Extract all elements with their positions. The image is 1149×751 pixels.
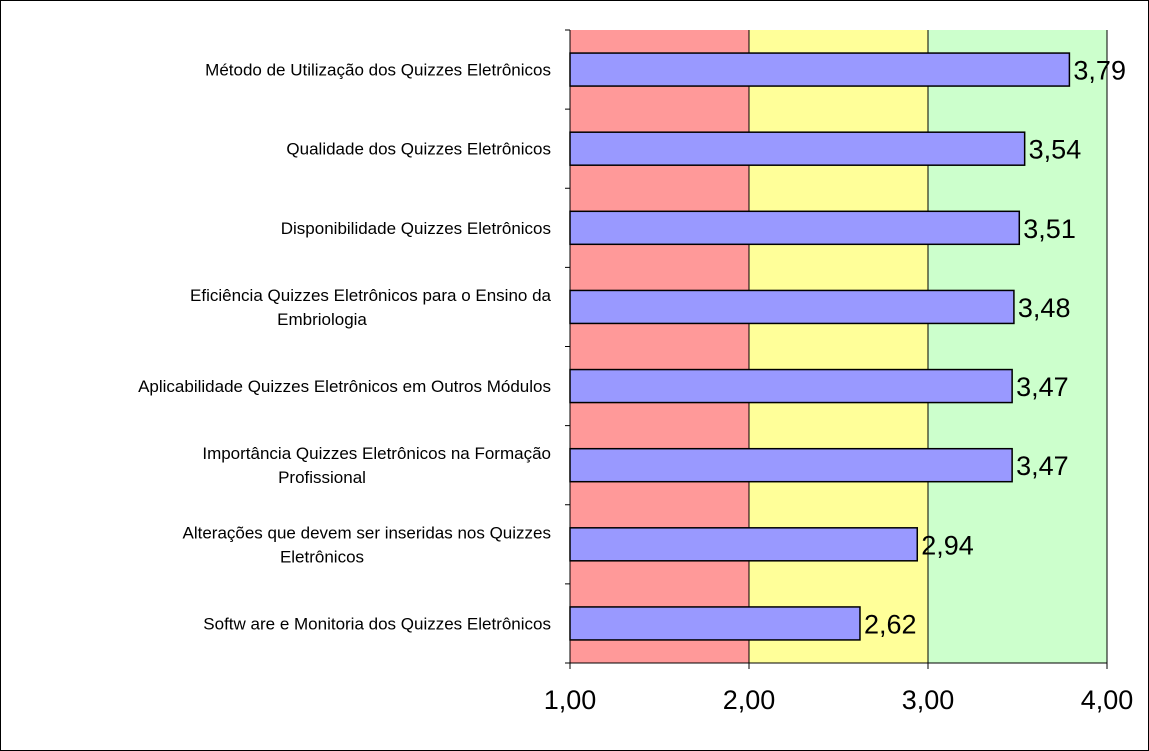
- background-bands: [570, 30, 1108, 663]
- bar-4: [569, 289, 1015, 325]
- category-label-7-line-1: Alterações que devem ser inseridas nos Q…: [182, 523, 551, 542]
- background-band-2: [749, 30, 928, 663]
- bar-2: [569, 131, 1026, 166]
- bar-5: [569, 368, 1013, 404]
- category-label-4-line-2: Embriologia: [277, 310, 367, 329]
- background-band-3: [928, 30, 1107, 663]
- x-tick-label-2: 2,00: [723, 685, 776, 715]
- category-label-4-line-1: Eficiência Quizzes Eletrônicos para o En…: [190, 286, 552, 305]
- value-label-6: 3,47: [1016, 451, 1069, 481]
- axes: 1,00 2,00 3,00 4,00: [544, 29, 1134, 715]
- x-tick-label-3: 3,00: [902, 685, 955, 715]
- value-label-2: 3,54: [1029, 135, 1082, 165]
- bar-6: [569, 447, 1013, 483]
- bar-8: [569, 606, 861, 641]
- x-tick-label-1: 1,00: [544, 685, 597, 715]
- category-label-7-line-2: Eletrônicos: [280, 547, 364, 566]
- category-label-2-line-1: Qualidade dos Quizzes Eletrônicos: [286, 140, 551, 159]
- value-label-1: 3,79: [1073, 56, 1126, 86]
- category-label-6-line-2: Profissional: [278, 468, 366, 487]
- category-label-3-line-1: Disponibilidade Quizzes Eletrônicos: [281, 219, 551, 238]
- value-label-7: 2,94: [921, 530, 974, 560]
- bar-7: [569, 527, 919, 562]
- value-label-8: 2,62: [864, 609, 917, 639]
- x-tick-label-4: 4,00: [1081, 685, 1134, 715]
- background-band-1: [570, 30, 749, 663]
- category-label-5-line-1: Aplicabilidade Quizzes Eletrônicos em Ou…: [138, 377, 551, 396]
- value-label-4: 3,48: [1018, 293, 1071, 323]
- labels: 3,79 Método de Utilização dos Quizzes Ele…: [138, 56, 1126, 640]
- value-label-5: 3,47: [1016, 372, 1069, 402]
- bar-3: [569, 210, 1021, 246]
- category-label-8-line-1: Softw are e Monitoria dos Quizzes Eletrô…: [203, 614, 551, 633]
- bars: [569, 52, 1071, 641]
- category-label-6-line-1: Importância Quizzes Eletrônicos na Forma…: [202, 444, 551, 463]
- bar-1: [569, 52, 1071, 87]
- category-label-1-line-1: Método de Utilização dos Quizzes Eletrôn…: [205, 61, 551, 80]
- value-label-3: 3,51: [1023, 214, 1076, 244]
